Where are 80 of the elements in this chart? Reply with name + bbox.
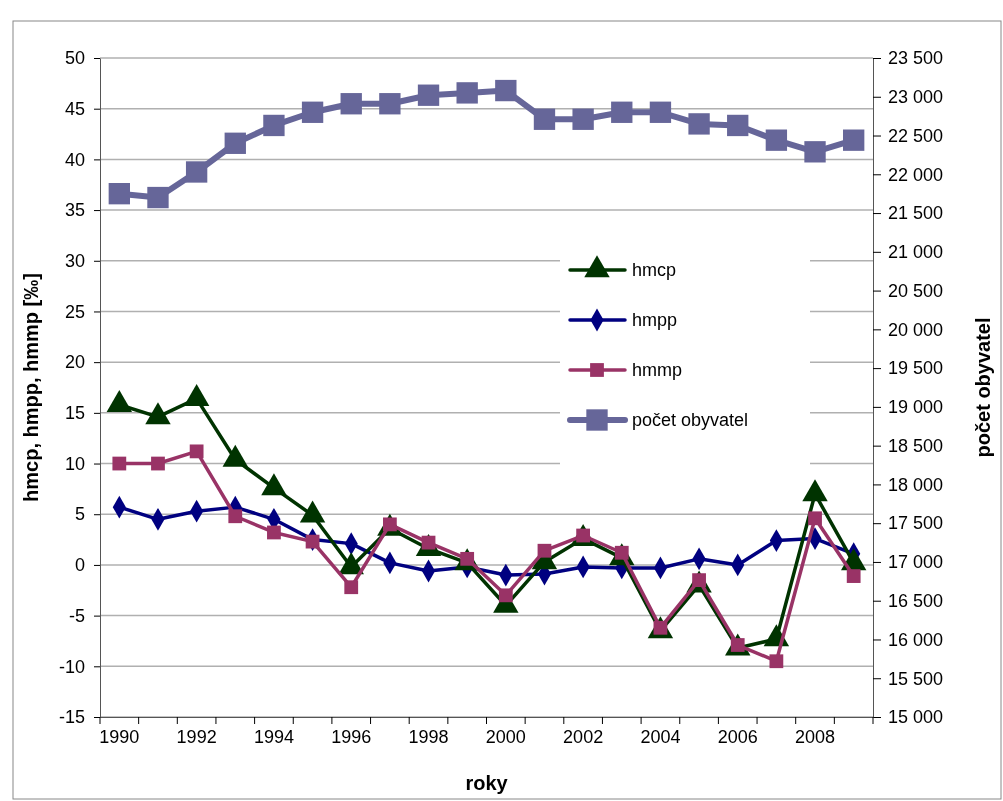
y-axis-title: hmcp, hmpp, hmmp [‰]: [20, 273, 42, 502]
point: [611, 101, 633, 123]
point: [228, 509, 243, 524]
point: [151, 456, 165, 471]
y-tick-label: 50: [64, 48, 85, 69]
legend-label: hmpp: [632, 310, 678, 330]
point: [147, 186, 169, 209]
y-tick-label: -5: [68, 605, 85, 626]
y2-tick-label: 21 500: [888, 203, 944, 224]
x-tick-label: 2008: [795, 727, 836, 748]
y2-tick-label: 21 000: [888, 242, 944, 263]
point: [108, 183, 130, 205]
y-tick-label: 10: [64, 453, 85, 474]
y-tick-label: 40: [64, 149, 85, 170]
x-tick-label: 2000: [485, 727, 526, 748]
y-tick-label: 45: [64, 98, 85, 119]
point: [843, 129, 865, 151]
legend-label: hmcp: [632, 260, 677, 280]
point: [495, 79, 517, 102]
y-tick-label: -15: [58, 707, 85, 728]
y2-tick-label: 15 000: [888, 707, 944, 728]
x-axis-title: roky: [465, 772, 509, 794]
point: [301, 101, 324, 123]
y-tick-label: 25: [64, 301, 85, 322]
point: [688, 113, 710, 135]
x-tick-label: 1994: [253, 727, 294, 748]
y-tick-label: 15: [64, 403, 85, 424]
point: [765, 129, 788, 151]
x-tick-label: 2004: [640, 727, 681, 748]
point: [340, 93, 362, 115]
y2-tick-label: 17 500: [888, 513, 944, 534]
x-tick-label: 1998: [408, 727, 449, 748]
y2-tick-label: 20 000: [888, 319, 944, 340]
y-tick-label: 5: [74, 504, 85, 525]
point: [808, 511, 822, 526]
y2-tick-label: 22 500: [888, 125, 944, 146]
point: [224, 132, 246, 154]
point: [533, 108, 556, 130]
point: [112, 456, 127, 471]
y-tick-label: 0: [74, 555, 85, 576]
point: [263, 114, 285, 137]
x-tick-label: 1992: [176, 727, 217, 748]
point: [804, 141, 826, 163]
x-tick-label: 1990: [99, 727, 140, 748]
point: [189, 444, 204, 459]
y-tick-label: 30: [64, 251, 85, 272]
y2-tick-label: 18 000: [888, 474, 944, 495]
y-tick-label: -10: [58, 656, 85, 677]
y2-tick-label: 19 500: [888, 358, 944, 379]
y2-tick-label: 22 000: [888, 164, 944, 185]
x-tick-label: 2006: [717, 727, 758, 748]
point: [572, 108, 594, 130]
point: [769, 654, 784, 669]
point: [379, 93, 401, 115]
y2-tick-label: 23 500: [888, 48, 944, 69]
y2-tick-label: 15 500: [888, 668, 944, 689]
y2-tick-label: 23 000: [888, 87, 944, 108]
point: [846, 569, 861, 583]
y-tick-label: 35: [64, 200, 85, 221]
point: [417, 84, 440, 106]
y2-tick-label: 16 500: [888, 590, 944, 611]
point: [185, 161, 208, 183]
point: [537, 543, 552, 558]
point: [267, 525, 281, 540]
point: [344, 580, 359, 595]
y-tick-label: 20: [64, 352, 85, 373]
y2-tick-label: 19 000: [888, 397, 944, 418]
y2-tick-label: 20 500: [888, 280, 944, 301]
y2-axis-title: počet obyvatel: [972, 317, 994, 458]
point: [498, 588, 513, 603]
y2-tick-label: 18 500: [888, 435, 944, 456]
legend-label: počet obyvatel: [632, 410, 749, 430]
x-tick-label: 2002: [563, 727, 604, 748]
legend-label: hmmp: [632, 360, 683, 380]
point: [649, 101, 672, 123]
x-tick-label: 1996: [331, 727, 372, 748]
y2-tick-label: 17 000: [888, 552, 944, 573]
y2-tick-label: 16 000: [888, 629, 944, 650]
point: [456, 82, 478, 104]
point: [727, 114, 749, 137]
